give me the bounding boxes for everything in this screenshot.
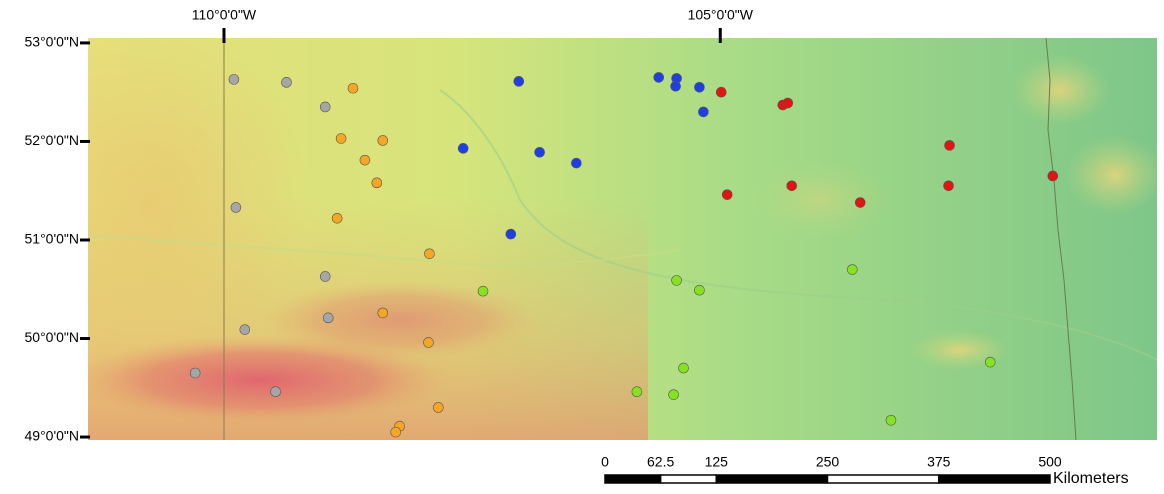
station [855,198,865,208]
station [282,77,292,87]
station [378,135,388,145]
station [271,387,281,397]
station [348,83,358,93]
scale-label: 62.5 [647,454,674,470]
station [332,213,342,223]
station [336,134,346,144]
y-tick-label: 51°0'0"N [25,231,80,247]
station [424,249,434,259]
station [391,427,401,437]
station [671,81,681,91]
station [672,275,682,285]
station [360,155,370,165]
scale-label: 250 [816,454,840,470]
x-tick-label: 105°0'0"W [688,7,754,23]
y-tick-label: 50°0'0"N [25,329,80,345]
scale-segment [661,475,717,483]
station [886,415,896,425]
y-tick-label: 49°0'0"N [25,428,80,444]
scale-label: 375 [927,454,951,470]
station [506,229,516,239]
station [320,271,330,281]
station [535,147,545,157]
station [694,285,704,295]
map: 110°0'0"W 105°0'0"W 53°0'0"N 52°0'0"N 51°0'0… [0,0,1164,489]
station [716,87,726,97]
station [632,387,642,397]
station [783,98,793,108]
station [433,402,443,412]
station [458,143,468,153]
station [654,72,664,82]
scale-label: 0 [601,454,609,470]
scale-label: 125 [705,454,729,470]
station [944,181,954,191]
scale-segment [605,475,661,483]
station [229,74,239,84]
scale-segment [939,475,1050,483]
scale-segment [828,475,939,483]
scale-unit: Kilometers [1053,470,1129,487]
station [240,325,250,335]
station [378,308,388,318]
station [698,107,708,117]
station [320,102,330,112]
x-tick-label: 110°0'0"W [192,7,257,23]
station [945,140,955,150]
station [985,357,995,367]
station [231,202,241,212]
station [478,286,488,296]
station [514,76,524,86]
y-tick-label: 53°0'0"N [25,34,80,50]
station [722,190,732,200]
station [679,363,689,373]
station [571,158,581,168]
station [787,181,797,191]
station [372,178,382,188]
station [694,82,704,92]
station [1048,171,1058,181]
station [669,390,679,400]
terrain [0,30,1164,440]
station [847,265,857,275]
station [423,337,433,347]
station [190,368,200,378]
scale-segment [716,475,827,483]
y-tick-label: 52°0'0"N [25,132,80,148]
station [323,313,333,323]
scale-label: 500 [1038,454,1062,470]
